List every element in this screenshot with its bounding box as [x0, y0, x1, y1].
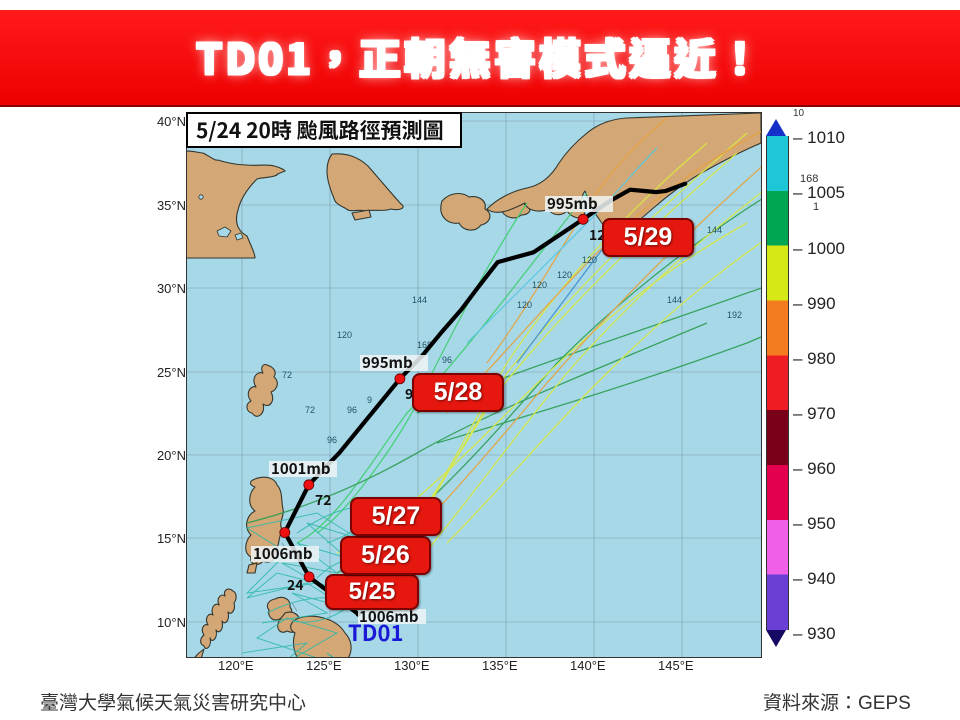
- svg-text:144: 144: [667, 295, 682, 305]
- svg-text:995mb: 995mb: [362, 352, 413, 373]
- svg-text:120: 120: [532, 280, 547, 290]
- svg-text:144: 144: [707, 225, 722, 235]
- svg-text:1001mb: 1001mb: [271, 458, 331, 479]
- svg-text:120: 120: [582, 255, 597, 265]
- svg-text:192: 192: [727, 310, 742, 320]
- svg-text:72: 72: [282, 370, 292, 380]
- svg-text:120: 120: [557, 270, 572, 280]
- svg-text:96: 96: [347, 405, 357, 415]
- svg-text:96: 96: [442, 355, 452, 365]
- svg-text:24: 24: [287, 575, 304, 595]
- svg-text:1006mb: 1006mb: [253, 543, 313, 564]
- svg-text:72: 72: [305, 405, 315, 415]
- svg-text:TD01: TD01: [348, 616, 403, 648]
- svg-text:144: 144: [412, 295, 427, 305]
- svg-text:120: 120: [517, 300, 532, 310]
- svg-text:96: 96: [327, 435, 337, 445]
- svg-text:995mb: 995mb: [547, 193, 598, 214]
- svg-text:72: 72: [315, 490, 332, 510]
- svg-text:120: 120: [337, 330, 352, 340]
